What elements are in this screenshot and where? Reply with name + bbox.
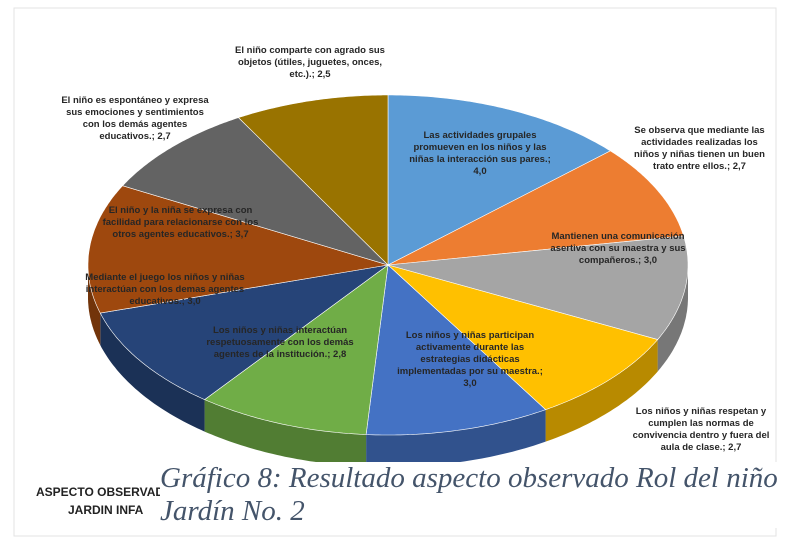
slice [387, 264, 659, 410]
slice [122, 117, 389, 266]
data-label: Los niños y niñas respetan y cumplen las… [632, 406, 770, 453]
slice-side [100, 313, 205, 432]
data-label: El niño comparte con agrado sus objetos … [235, 45, 385, 80]
slice-side [545, 339, 658, 442]
data-label: Los niños y niñas participan activamente… [397, 330, 543, 389]
caption-line: Jardín No. 2 [160, 495, 305, 527]
slice-side [657, 265, 688, 372]
chart-frame [13, 7, 777, 537]
slice [387, 235, 689, 340]
data-label: Se observa que mediante las actividades … [634, 125, 765, 172]
slice [99, 264, 389, 400]
data-label: El niño y la niña se expresa con facilid… [102, 205, 259, 240]
caption: Gráfico 8: Resultado aspecto observado R… [160, 462, 778, 528]
slice [237, 94, 389, 266]
slice [87, 185, 389, 314]
slice [365, 264, 547, 436]
slice-side [204, 399, 367, 467]
data-label: El niño es espontáneo y expresa sus emoc… [61, 95, 209, 142]
axis-title: ASPECTO OBSERVAD [36, 485, 165, 499]
data-label: Mantienen una comunicación asertiva con … [550, 231, 686, 266]
slice-side [366, 409, 546, 467]
slice [387, 150, 684, 266]
slice [203, 264, 389, 435]
axis-title: JARDIN INFA [68, 503, 144, 517]
slice [387, 94, 612, 266]
data-label: Los niños y niñas interactúan respetuosa… [206, 325, 354, 360]
data-label: Mediante el juego los niños y niñas inte… [85, 272, 245, 307]
caption-line: Gráfico 8: Resultado aspecto observado R… [160, 462, 778, 494]
slice-side [88, 265, 101, 346]
data-label: Las actividades grupales promueven en lo… [409, 130, 551, 177]
